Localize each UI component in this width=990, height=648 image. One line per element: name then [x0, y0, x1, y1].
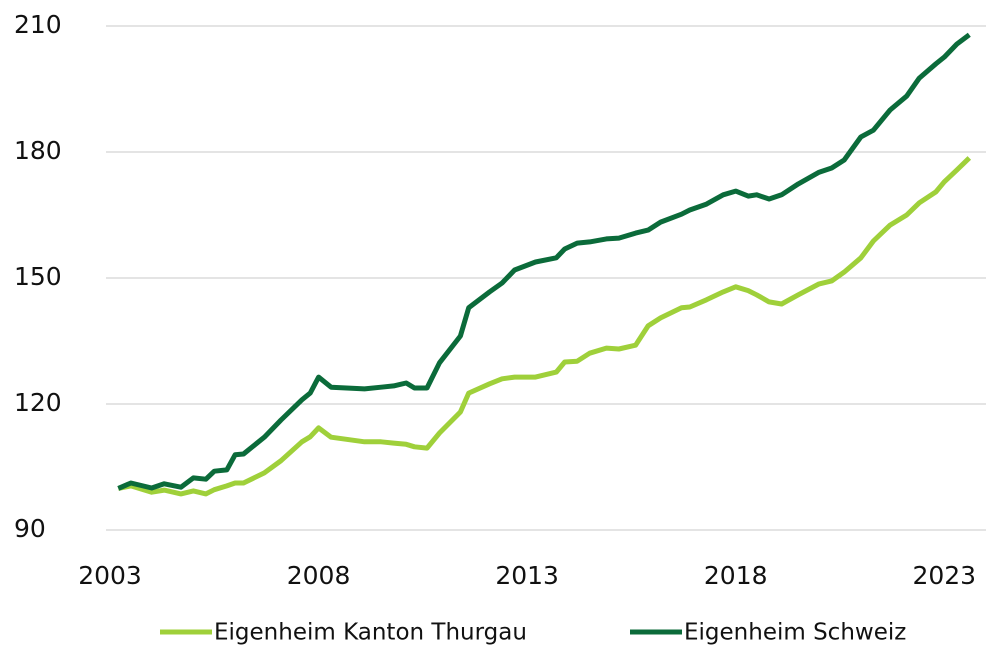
y-tick-label: 120: [14, 388, 62, 417]
x-tick-label: 2013: [495, 561, 559, 590]
x-tick-label: 2008: [287, 561, 351, 590]
y-tick-label: 180: [14, 136, 62, 165]
legend-label: Eigenheim Schweiz: [684, 620, 906, 646]
y-tick-label: 90: [14, 514, 46, 543]
y-tick-label: 210: [14, 10, 62, 39]
x-tick-label: 2023: [912, 561, 976, 590]
x-tick-label: 2003: [78, 561, 142, 590]
x-tick-label: 2018: [704, 561, 768, 590]
series-line: [117, 32, 971, 491]
y-tick-label: 150: [14, 262, 62, 291]
legend-label: Eigenheim Kanton Thurgau: [214, 620, 527, 646]
series-line: [117, 156, 972, 497]
